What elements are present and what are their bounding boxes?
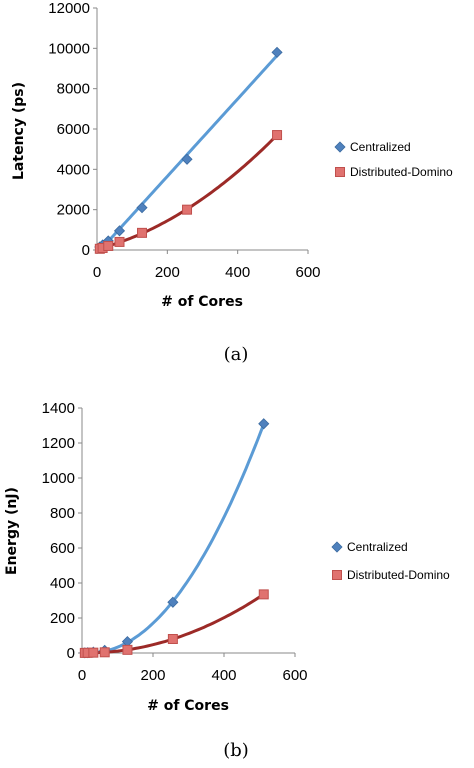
x-tick-label: 200 — [155, 264, 180, 281]
y-tick-label: 0 — [67, 645, 75, 662]
caption-b: (b) — [223, 740, 249, 761]
x-tick-label: 600 — [295, 264, 320, 281]
legend-marker — [331, 541, 343, 553]
y-tick-label: 4000 — [57, 161, 90, 178]
data-points — [79, 418, 270, 659]
legend-label: Distributed-Domino — [347, 568, 450, 582]
x-axis-title: # of Cores — [161, 294, 243, 310]
x-tick-label: 600 — [282, 667, 307, 684]
x-tick-label: 0 — [78, 667, 86, 684]
legend-label: Distributed-Domino — [350, 165, 453, 179]
y-tick-label: 1000 — [42, 470, 75, 487]
x-tick-labels: 0 200 400 600 — [78, 653, 308, 684]
trendlines — [83, 422, 266, 655]
x-tick-label: 400 — [225, 264, 250, 281]
x-tick-label: 200 — [140, 667, 165, 684]
y-tick-labels: 0 200 400 600 800 1000 1200 1400 — [42, 400, 82, 662]
data-point — [272, 130, 283, 141]
data-point — [258, 589, 269, 600]
y-axis-title: Energy (nJ) — [4, 487, 20, 575]
trendline-diamond — [83, 422, 266, 654]
data-point — [103, 240, 114, 251]
data-point — [271, 46, 283, 58]
legend: Centralized Distributed-Domino — [331, 540, 450, 582]
x-axis-title: # of Cores — [147, 698, 229, 714]
data-point — [99, 647, 110, 658]
x-tick-labels: 0 200 400 600 — [93, 250, 321, 281]
data-points — [94, 46, 283, 254]
caption-a: (a) — [224, 344, 249, 365]
data-point — [167, 596, 179, 608]
energy-chart: 0 200 400 600 800 1000 1200 1400 0 200 400 600 # o… — [4, 400, 450, 761]
legend-label: Centralized — [347, 540, 408, 554]
legend-label: Centralized — [350, 140, 411, 154]
data-point — [88, 647, 99, 658]
y-tick-label: 0 — [82, 242, 90, 259]
x-tick-label: 400 — [211, 667, 236, 684]
y-tick-label: 400 — [50, 575, 75, 592]
data-point — [137, 227, 148, 238]
y-tick-label: 6000 — [57, 121, 90, 138]
data-point — [181, 153, 193, 165]
y-tick-label: 800 — [50, 505, 75, 522]
data-point — [113, 225, 126, 237]
y-tick-label: 1400 — [42, 400, 75, 417]
y-tick-labels: 0 2000 4000 6000 8000 10000 12000 — [48, 0, 97, 259]
latency-chart: 0 2000 4000 6000 8000 10000 12000 0 200 400 600 #… — [11, 0, 453, 365]
legend-marker — [334, 141, 346, 153]
data-point — [182, 204, 193, 215]
y-axis-title: Latency (ps) — [11, 82, 27, 180]
data-point — [136, 202, 148, 214]
trendlines — [98, 54, 279, 252]
data-point — [258, 418, 270, 430]
data-point — [122, 644, 133, 655]
legend: Centralized Distributed-Domino — [334, 140, 453, 179]
data-point — [114, 236, 125, 247]
y-tick-label: 600 — [50, 540, 75, 557]
y-tick-label: 12000 — [48, 0, 90, 17]
y-tick-label: 200 — [50, 610, 75, 627]
y-tick-label: 10000 — [48, 40, 90, 57]
y-tick-label: 2000 — [57, 202, 90, 219]
trendline-diamond — [98, 54, 279, 252]
legend-marker — [332, 570, 342, 580]
data-point — [167, 634, 178, 644]
legend-marker — [335, 167, 345, 177]
x-tick-label: 0 — [93, 264, 101, 281]
y-tick-label: 1200 — [42, 435, 75, 452]
y-tick-label: 8000 — [57, 81, 90, 98]
